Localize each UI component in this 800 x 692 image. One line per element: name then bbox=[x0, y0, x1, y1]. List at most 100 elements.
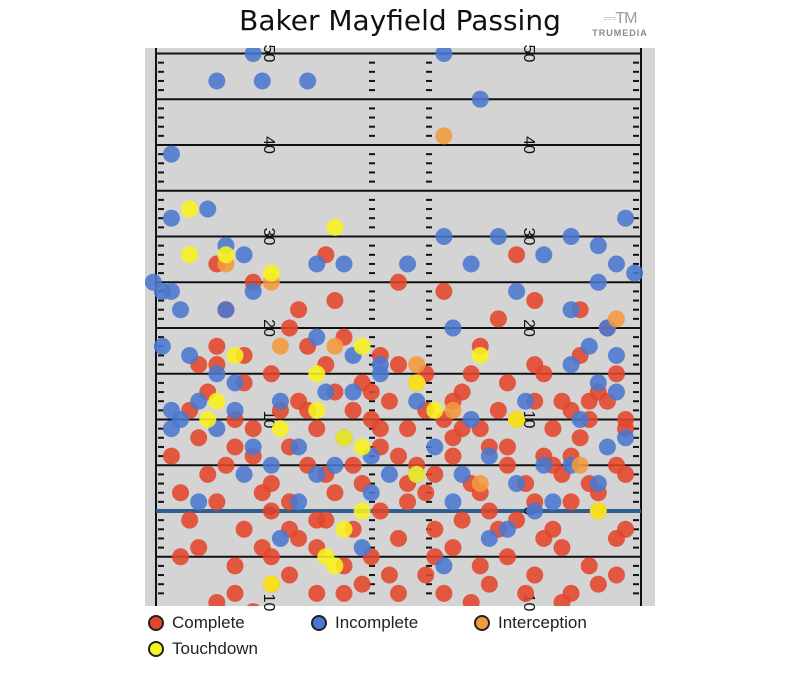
pass-point-complete bbox=[426, 465, 444, 483]
pass-point-complete bbox=[489, 401, 507, 419]
pass-point-incomplete bbox=[444, 319, 462, 337]
pass-point-touchdown bbox=[471, 346, 489, 364]
pass-point-complete bbox=[390, 584, 407, 602]
yard-number-left: 10 bbox=[260, 411, 277, 429]
pass-point-complete bbox=[226, 584, 244, 602]
pass-point-complete bbox=[217, 456, 235, 474]
pass-point-incomplete bbox=[290, 438, 308, 456]
pass-point-incomplete bbox=[153, 282, 171, 300]
pass-point-touchdown bbox=[199, 411, 217, 428]
pass-point-incomplete bbox=[226, 401, 244, 419]
pass-point-incomplete bbox=[562, 301, 580, 319]
pass-point-complete bbox=[380, 566, 398, 584]
pass-point-incomplete bbox=[208, 72, 226, 90]
pass-point-incomplete bbox=[462, 255, 480, 273]
yard-number-left: 20 bbox=[260, 319, 277, 337]
pass-point-complete bbox=[208, 337, 226, 355]
pass-point-complete bbox=[580, 392, 598, 410]
pass-point-complete bbox=[498, 456, 516, 474]
trumedia-logo-icon: ⎓TM bbox=[603, 10, 638, 27]
pass-point-complete bbox=[380, 392, 398, 410]
pass-point-incomplete bbox=[544, 493, 562, 511]
pass-point-complete bbox=[262, 548, 280, 566]
pass-point-incomplete bbox=[290, 493, 308, 511]
pass-point-incomplete bbox=[153, 337, 171, 355]
pass-point-complete bbox=[208, 493, 226, 511]
pass-point-incomplete bbox=[435, 48, 453, 62]
pass-point-interception bbox=[408, 356, 426, 374]
pass-point-complete bbox=[562, 493, 580, 511]
pass-point-complete bbox=[462, 365, 480, 383]
pass-point-incomplete bbox=[181, 346, 199, 364]
pass-point-touchdown bbox=[262, 264, 280, 282]
pass-point-complete bbox=[226, 557, 244, 575]
pass-point-touchdown bbox=[226, 346, 244, 364]
pass-point-complete bbox=[535, 365, 553, 383]
yard-number-right: 40 bbox=[520, 136, 537, 154]
pass-point-incomplete bbox=[190, 493, 208, 511]
pass-point-incomplete bbox=[508, 282, 526, 300]
pass-point-complete bbox=[308, 584, 326, 602]
pass-point-incomplete bbox=[480, 447, 498, 465]
pass-point-incomplete bbox=[562, 356, 580, 374]
chart-title: Baker Mayfield Passing bbox=[239, 4, 561, 37]
pass-point-incomplete bbox=[607, 346, 625, 364]
pass-point-complete bbox=[517, 584, 535, 602]
pass-point-incomplete bbox=[244, 48, 262, 62]
pass-point-complete bbox=[199, 465, 217, 483]
pass-point-touchdown bbox=[353, 438, 371, 456]
pass-point-touchdown bbox=[208, 392, 226, 410]
pass-point-incomplete bbox=[235, 246, 253, 264]
pass-point-complete bbox=[262, 365, 280, 383]
complete-marker-icon bbox=[148, 615, 164, 631]
pass-point-incomplete bbox=[162, 401, 180, 419]
pass-point-touchdown bbox=[408, 374, 426, 392]
pass-point-complete bbox=[344, 401, 362, 419]
pass-point-complete bbox=[390, 447, 407, 465]
pass-point-incomplete bbox=[408, 392, 426, 410]
pass-point-touchdown bbox=[353, 337, 371, 355]
pass-point-incomplete bbox=[471, 90, 489, 108]
pass-point-incomplete bbox=[353, 539, 371, 557]
pass-point-incomplete bbox=[335, 255, 353, 273]
legend-label: Complete bbox=[172, 613, 245, 632]
pass-point-complete bbox=[399, 493, 417, 511]
pass-point-incomplete bbox=[617, 209, 635, 227]
pass-point-complete bbox=[498, 438, 516, 456]
pass-point-complete bbox=[498, 374, 516, 392]
pass-point-incomplete bbox=[217, 301, 235, 319]
pass-point-complete bbox=[607, 365, 625, 383]
pass-point-complete bbox=[190, 539, 208, 557]
pass-point-complete bbox=[508, 246, 526, 264]
pass-point-complete bbox=[390, 273, 407, 291]
pass-point-complete bbox=[417, 484, 435, 502]
pass-point-interception bbox=[607, 310, 625, 328]
pass-point-complete bbox=[426, 520, 444, 538]
legend-incomplete: Incomplete bbox=[311, 613, 418, 633]
legend-interception: Interception bbox=[474, 613, 587, 633]
pass-point-interception bbox=[571, 456, 589, 474]
pass-point-incomplete bbox=[435, 228, 453, 245]
pass-point-complete bbox=[172, 548, 190, 566]
pass-point-complete bbox=[480, 502, 498, 520]
pass-point-incomplete bbox=[589, 237, 607, 255]
pass-point-complete bbox=[589, 575, 607, 593]
pass-point-complete bbox=[571, 429, 589, 447]
yard-number-left: 30 bbox=[260, 228, 277, 246]
pass-point-complete bbox=[390, 356, 407, 374]
pass-point-incomplete bbox=[244, 282, 262, 300]
pass-point-touchdown bbox=[271, 420, 289, 438]
pass-point-incomplete bbox=[172, 301, 190, 319]
legend-label: Interception bbox=[498, 613, 587, 632]
pass-point-interception bbox=[444, 401, 462, 419]
yard-number-right: 30 bbox=[520, 228, 537, 246]
pass-point-touchdown bbox=[335, 429, 353, 447]
pass-point-incomplete bbox=[299, 72, 317, 90]
pass-point-incomplete bbox=[589, 475, 607, 493]
pass-point-complete bbox=[362, 383, 380, 401]
pass-point-incomplete bbox=[617, 429, 635, 447]
pass-point-complete bbox=[262, 502, 280, 520]
pass-point-incomplete bbox=[580, 337, 598, 355]
pass-point-complete bbox=[226, 438, 244, 456]
